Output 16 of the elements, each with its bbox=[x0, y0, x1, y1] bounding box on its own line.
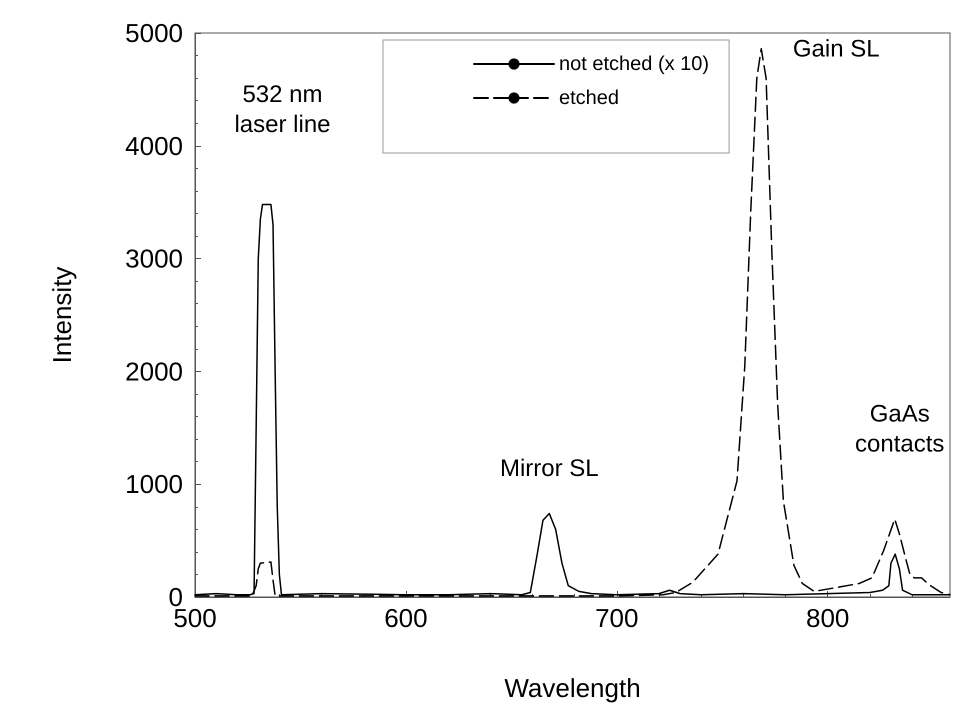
y-tick-label: 3000 bbox=[125, 244, 183, 274]
x-tick-label: 700 bbox=[595, 603, 638, 633]
annotation: Gain SL bbox=[792, 35, 880, 62]
y-tick-label: 5000 bbox=[125, 18, 183, 48]
y-tick-label: 1000 bbox=[125, 469, 183, 500]
y-axis-title: Intensity bbox=[47, 266, 77, 364]
annotation: GaAs contacts bbox=[855, 400, 944, 458]
legend-label: not etched (x 10) bbox=[559, 53, 710, 75]
annotation: Mirror SL bbox=[500, 455, 599, 482]
x-axis-title: Wavelength bbox=[504, 673, 641, 703]
x-tick-label: 600 bbox=[384, 603, 428, 633]
x-tick-label: 800 bbox=[806, 603, 850, 633]
annotation: 532 nm laser line bbox=[234, 80, 331, 138]
y-tick-label: 4000 bbox=[125, 130, 183, 161]
legend-label: etched bbox=[559, 87, 620, 109]
y-tick-label: 2000 bbox=[125, 356, 183, 386]
